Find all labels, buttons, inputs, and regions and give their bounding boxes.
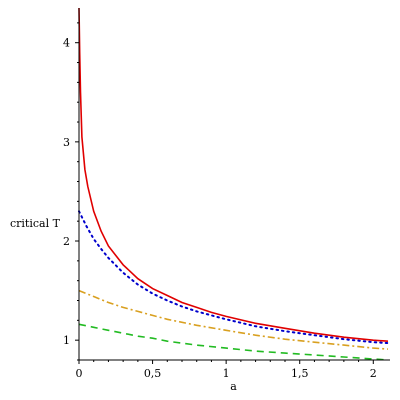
y-tick-label: 2 <box>63 235 70 248</box>
x-axis-title: a <box>230 380 237 393</box>
series-line-1 <box>78 7 389 342</box>
y-tick-label: 3 <box>63 136 70 149</box>
y-tick-label: 1 <box>63 334 70 347</box>
x-tick-label: 0,5 <box>144 367 162 380</box>
y-axis-title: critical T <box>10 217 61 230</box>
y-tick-label: 4 <box>63 37 70 50</box>
series-line-3 <box>78 289 389 350</box>
series-line-4 <box>78 323 389 361</box>
axes-layer <box>78 8 390 361</box>
x-tick-label: 2 <box>370 367 377 380</box>
series-line-2 <box>78 210 389 345</box>
x-tick-label: 1,5 <box>291 367 309 380</box>
x-tick-label: 0 <box>76 367 83 380</box>
series-layer <box>78 7 389 361</box>
ticks-layer: 0 0,5 1 1,5 2 1 2 3 4 <box>63 22 377 380</box>
x-tick-label: 1 <box>223 367 230 380</box>
